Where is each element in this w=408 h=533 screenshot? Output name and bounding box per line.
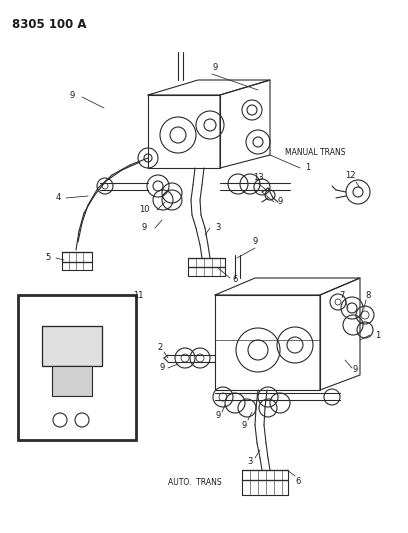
Text: 1: 1 [375,330,381,340]
Text: 9: 9 [353,366,358,375]
Text: 3: 3 [247,457,253,466]
Text: 9: 9 [160,364,164,373]
Text: 3: 3 [215,223,221,232]
Text: 1: 1 [305,164,310,173]
Text: 8305 100 A: 8305 100 A [12,18,86,31]
Text: 11: 11 [133,290,143,300]
Text: 12: 12 [345,171,355,180]
Bar [42,326,102,366]
Text: 9: 9 [69,91,75,100]
Text: 7: 7 [339,290,345,300]
Text: 6: 6 [295,478,301,487]
Text: 9: 9 [213,63,217,72]
Text: 6: 6 [232,276,238,285]
Text: 10: 10 [139,206,149,214]
Text: 9: 9 [242,421,246,430]
Text: AUTO.  TRANS: AUTO. TRANS [168,478,222,487]
Text: 9: 9 [253,238,257,246]
Text: 5: 5 [45,254,51,262]
Text: 2: 2 [157,343,163,352]
Text: 8: 8 [365,290,371,300]
Text: 13: 13 [253,174,263,182]
Bar [52,366,92,396]
Text: 9: 9 [142,223,146,232]
Text: 4: 4 [55,193,61,203]
Text: MANUAL TRANS: MANUAL TRANS [285,148,346,157]
Text: 9: 9 [215,410,221,419]
Text: 9: 9 [277,198,283,206]
Bar [18,295,136,440]
